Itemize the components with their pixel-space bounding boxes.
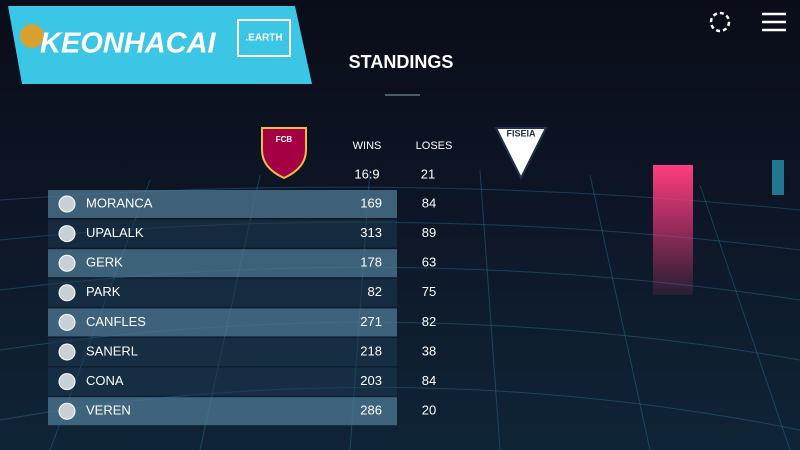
row-background (48, 249, 397, 278)
team-name: GERK (86, 255, 123, 270)
row-background (48, 190, 397, 218)
team-badge (58, 343, 76, 361)
loses: 82 (422, 314, 436, 329)
wins: 178 (360, 255, 382, 270)
logo-text: KEONHACAI (40, 28, 217, 60)
home-crest-label: FCB (276, 135, 293, 144)
loses: 63 (422, 255, 436, 270)
loading-icon[interactable] (709, 11, 731, 33)
row-background (48, 397, 397, 426)
team-name: SANERL (86, 343, 138, 358)
logo-icon (20, 24, 44, 48)
home-crest (261, 127, 307, 180)
loses: 84 (422, 195, 436, 210)
away-crest (494, 127, 548, 181)
team-name: CANFLES (86, 314, 146, 329)
wins: 82 (368, 284, 382, 299)
team-name: PARK (86, 284, 121, 299)
loses: 75 (422, 284, 436, 299)
column-header: LOSES (416, 140, 453, 152)
wins: 218 (360, 343, 382, 358)
team-badge (58, 284, 76, 302)
summary-wins: 16:9 (354, 166, 379, 181)
wins: 271 (360, 314, 382, 329)
team-name: CONA (86, 373, 124, 388)
row-background (48, 278, 397, 307)
row-background (48, 308, 397, 337)
team-badge (58, 225, 76, 243)
title: STANDINGS (349, 52, 454, 72)
standings-table: WINS LOSES 16:9 21 MORANCA 169 84 UPALALK 313 89 G… (48, 140, 453, 426)
summary-loses: 21 (421, 166, 435, 181)
row-background (48, 219, 397, 248)
team-badge (58, 313, 76, 331)
light-bar (653, 165, 693, 295)
team-badge (58, 402, 76, 420)
team-badge (58, 254, 76, 272)
menu-icon[interactable] (762, 12, 786, 32)
loses: 84 (422, 373, 436, 388)
logo-banner (8, 6, 312, 84)
team-badge (58, 373, 76, 391)
team-name: MORANCA (86, 195, 153, 210)
wins: 203 (360, 373, 382, 388)
wins: 169 (360, 195, 382, 210)
loses: 38 (422, 343, 436, 358)
row-background (48, 367, 397, 396)
logo-box (237, 19, 291, 57)
wins: 313 (360, 225, 382, 240)
away-crest-label: FISEIA (506, 128, 536, 138)
row-background (48, 338, 397, 366)
logo-suffix: .EARTH (245, 33, 282, 44)
team-badge (58, 195, 76, 213)
team-name: UPALALK (86, 225, 144, 240)
column-header: WINS (353, 140, 382, 152)
loses: 89 (422, 225, 436, 240)
wins: 286 (360, 403, 382, 418)
light-bar (772, 160, 784, 195)
loses: 20 (422, 403, 436, 418)
team-name: VEREN (86, 403, 131, 418)
